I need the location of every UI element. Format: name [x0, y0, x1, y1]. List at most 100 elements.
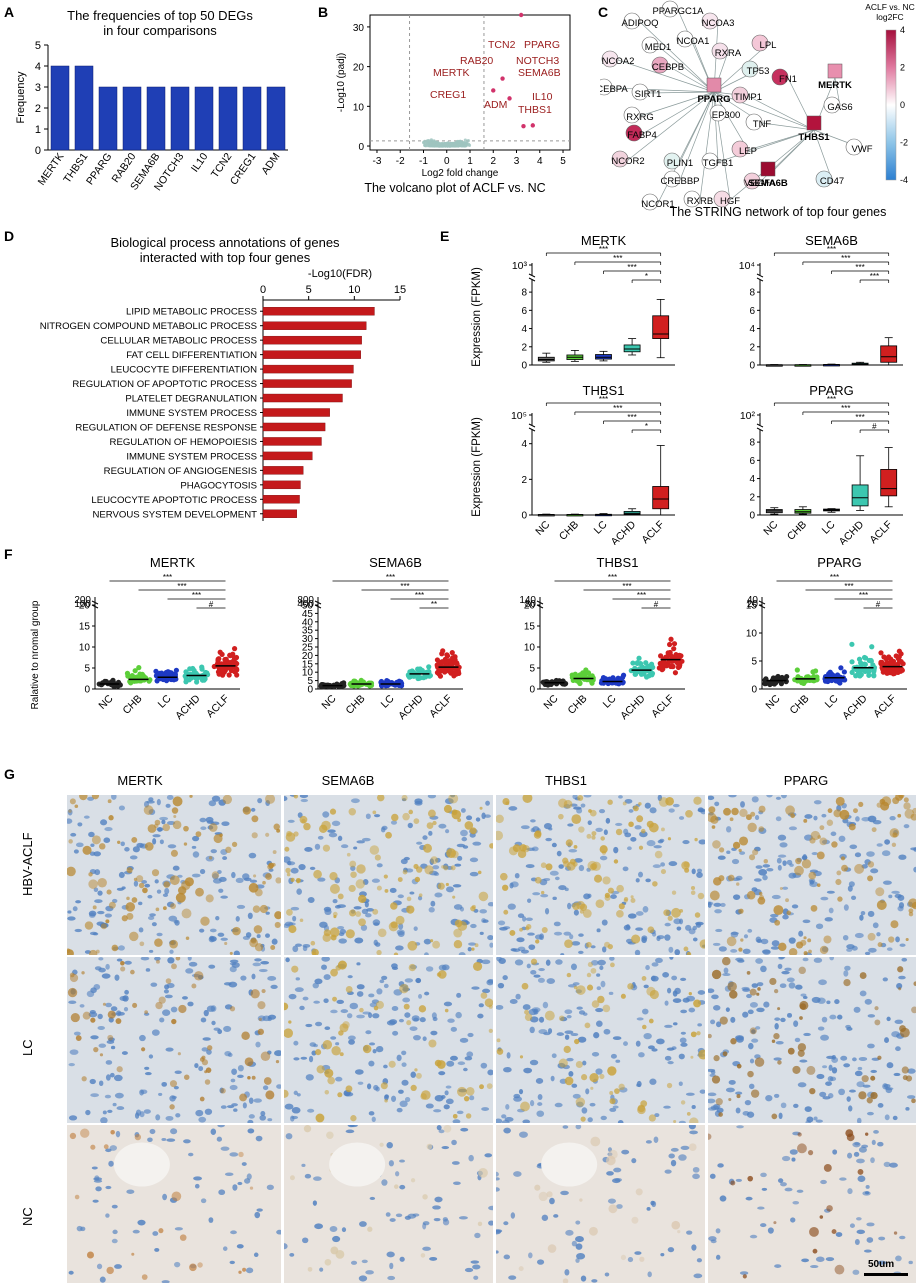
ihc-nucleus: [242, 935, 250, 940]
network-node-label: CEBPA: [600, 84, 628, 95]
ihc-nucleus: [391, 1095, 397, 1102]
ihc-nucleus: [671, 975, 678, 981]
network-node-label: RXRB: [687, 196, 713, 207]
ihc-stain: [313, 869, 322, 879]
ihc-stain: [457, 818, 462, 822]
ihc-nucleus: [358, 1275, 368, 1282]
ihc-nucleus: [368, 1042, 376, 1046]
ihc-nucleus: [330, 1036, 337, 1040]
ihc-nucleus: [621, 1149, 630, 1155]
ihc-nucleus: [256, 934, 261, 939]
ihc-nucleus: [678, 1081, 683, 1087]
ihc-nucleus: [496, 1118, 503, 1123]
ihc-nucleus: [651, 1200, 657, 1208]
ihc-nucleus: [434, 1094, 444, 1102]
ihc-stain: [590, 1086, 594, 1090]
ihc-nucleus: [248, 1097, 254, 1105]
ihc-nucleus: [409, 891, 415, 895]
ihc-nucleus: [75, 842, 84, 848]
ihc-nucleus: [747, 1009, 754, 1015]
chart-f-point: [172, 671, 178, 677]
ihc-stain: [574, 1038, 580, 1045]
ihc-stain: [867, 875, 874, 882]
ihc-stain: [288, 1020, 292, 1024]
ihc-nucleus: [809, 881, 818, 888]
ihc-nucleus: [751, 983, 759, 988]
ihc-nucleus: [67, 818, 73, 824]
ihc-nucleus: [496, 1250, 499, 1254]
chart-f-group-label: ACHD: [396, 692, 426, 722]
ihc-nucleus: [67, 910, 72, 914]
ihc-nucleus: [558, 864, 564, 869]
ihc-stain: [103, 1144, 109, 1150]
ihc-nucleus: [107, 1109, 113, 1114]
ihc-stain: [362, 1044, 372, 1054]
chart-e-box: [851, 484, 869, 507]
ihc-stain: [637, 1105, 646, 1115]
ihc-nucleus: [497, 982, 505, 989]
ihc-nucleus: [249, 879, 258, 883]
ihc-stain: [827, 808, 833, 814]
ihc-nucleus: [820, 896, 829, 901]
ihc-nucleus: [589, 1102, 596, 1107]
ihc-nucleus: [697, 868, 703, 873]
ihc-nucleus: [154, 957, 161, 961]
ihc-nucleus: [527, 898, 532, 903]
ihc-stain: [913, 981, 916, 987]
ihc-nucleus: [518, 1089, 524, 1095]
chart-e-sig-label: ***: [855, 413, 864, 422]
ihc-nucleus: [391, 1005, 399, 1011]
ihc-stain: [90, 1017, 96, 1023]
ihc-nucleus: [607, 1147, 612, 1153]
ihc-image-tile: [66, 1124, 282, 1284]
ihc-nucleus: [403, 856, 410, 861]
ihc-nucleus: [442, 1217, 448, 1222]
ihc-col-label-sema6b: SEMA6B: [321, 773, 375, 788]
ihc-stain: [229, 951, 233, 955]
ihc-stain: [792, 1065, 801, 1074]
ihc-nucleus: [386, 1251, 395, 1258]
chart-f-point: [234, 667, 240, 673]
network-edge: [647, 91, 715, 94]
ihc-nucleus: [399, 1159, 406, 1163]
chart-f-sig-label: ***: [844, 582, 853, 591]
ihc-nucleus: [438, 1129, 445, 1134]
ihc-nucleus: [115, 1130, 121, 1138]
ihc-stain: [769, 977, 777, 986]
ihc-nucleus: [899, 943, 906, 947]
ihc-stain: [225, 846, 232, 854]
ihc-nucleus: [455, 1011, 462, 1019]
ihc-nucleus: [775, 816, 782, 822]
chart-f-sig-label: **: [431, 600, 437, 609]
ihc-nucleus: [892, 1115, 898, 1121]
chart-b-xtick-label: 1: [467, 156, 473, 167]
ihc-nucleus: [191, 845, 197, 849]
ihc-stain: [689, 1117, 699, 1123]
chart-b-xtick-label: -2: [396, 156, 405, 167]
chart-d-bar: [262, 422, 326, 432]
chart-b-point: [452, 142, 457, 146]
ihc-stain: [688, 992, 692, 996]
ihc-nucleus: [487, 1069, 493, 1076]
ihc-nucleus: [479, 909, 488, 914]
ihc-stain: [726, 936, 737, 947]
ihc-nucleus: [362, 878, 369, 885]
chart-e-axis-break: [756, 427, 764, 432]
ihc-nucleus: [522, 916, 527, 922]
ihc-stain: [589, 809, 597, 817]
ihc-nucleus: [508, 806, 518, 811]
ihc-stain: [445, 882, 449, 887]
ihc-nucleus: [749, 1002, 758, 1008]
ihc-stain: [274, 921, 281, 928]
ihc-stain: [810, 830, 821, 841]
chart-a-title-line1: The frequencies of top 50 DEGs: [67, 8, 253, 23]
ihc-nucleus: [98, 1080, 104, 1087]
ihc-nucleus: [679, 1037, 687, 1044]
ihc-stain: [745, 814, 752, 821]
chart-f-point: [367, 680, 373, 686]
ihc-stain: [480, 992, 488, 999]
ihc-nucleus: [481, 959, 491, 965]
ihc-nucleus: [361, 908, 369, 915]
ihc-nucleus: [336, 999, 345, 1005]
ihc-nucleus: [151, 922, 157, 927]
